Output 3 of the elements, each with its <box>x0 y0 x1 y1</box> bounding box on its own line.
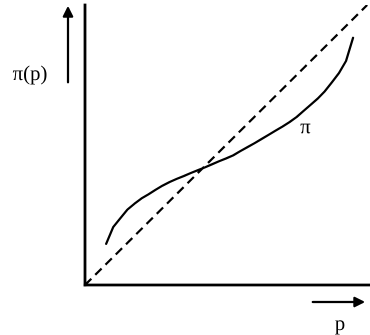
series-label: π <box>300 124 310 134</box>
y-axis-title: π(p) <box>12 66 46 84</box>
x-axis-title: p <box>335 320 344 334</box>
